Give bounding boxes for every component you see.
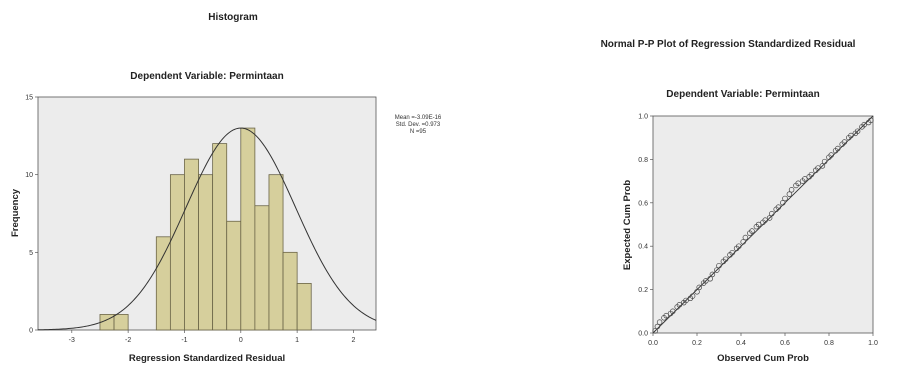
- histogram-x-tick-label: -2: [125, 337, 131, 344]
- histogram-x-tick-label: 0: [239, 337, 243, 344]
- histogram-bar: [212, 143, 228, 331]
- pp-x-tick-label: 0.4: [736, 340, 746, 347]
- pp-x-tick-label: 1.0: [868, 340, 878, 347]
- pp-point: [815, 165, 821, 171]
- pp-point: [696, 284, 702, 291]
- pp-x-axis-label: Observed Cum Prob: [717, 353, 809, 364]
- pp-x-tick-label: 0.6: [780, 340, 790, 347]
- pp-point: [835, 145, 841, 152]
- histogram-normal-curve: [37, 127, 377, 331]
- histogram-bar: [296, 282, 312, 331]
- pp-y-tick-label: 0.4: [638, 244, 648, 251]
- histogram-bar: [198, 174, 214, 331]
- pp-point: [819, 163, 826, 169]
- pp-point: [766, 215, 773, 221]
- pp-y-ticks: 0.0 0.2 0.4 0.6 0.8 1.0: [638, 114, 653, 338]
- pp-point: [694, 289, 700, 295]
- pp-point: [808, 171, 815, 178]
- pp-point: [802, 176, 808, 182]
- stats-n: N =95: [410, 129, 427, 135]
- pp-point: [663, 312, 669, 319]
- pp-x-ticks: 0.0 0.2 0.4 0.6 0.8 1.0: [648, 333, 878, 347]
- pp-point: [868, 117, 874, 124]
- pp-plot-subtitle: Dependent Variable: Permintaan: [666, 89, 819, 100]
- histogram-bars: [99, 127, 312, 331]
- pp-point: [689, 293, 696, 299]
- pp-point: [786, 191, 793, 197]
- pp-point: [788, 187, 795, 193]
- histogram-y-ticks: 0 5 10 15: [25, 95, 38, 335]
- pp-point: [654, 323, 661, 330]
- histogram-bar: [113, 314, 129, 331]
- pp-point: [848, 132, 854, 139]
- histogram-y-tick-label: 0: [29, 328, 33, 335]
- pp-point: [795, 180, 801, 187]
- pp-point: [782, 195, 788, 202]
- stats-std-dev: Std. Dev. =0.973: [396, 122, 441, 128]
- pp-point: [780, 200, 786, 206]
- histogram-stats: Mean =-3.09E-16 Std. Dev. =0.973 N =95: [395, 115, 442, 135]
- pp-point: [854, 128, 861, 134]
- histogram-x-tick-label: 2: [352, 337, 356, 344]
- pp-point: [755, 221, 762, 228]
- pp-point: [769, 210, 775, 217]
- pp-point: [742, 234, 749, 241]
- pp-point: [722, 256, 729, 262]
- histogram-y-tick-label: 15: [25, 95, 33, 102]
- pp-point: [775, 204, 782, 210]
- pp-point: [707, 276, 713, 282]
- pp-y-tick-label: 0.0: [638, 331, 648, 338]
- pp-point: [841, 139, 848, 145]
- pp-y-tick-label: 1.0: [638, 114, 648, 121]
- pp-point: [828, 152, 834, 158]
- pp-points: [652, 117, 874, 334]
- histogram-bar: [282, 251, 298, 331]
- pp-y-tick-label: 0.6: [638, 200, 648, 207]
- histogram-y-axis-label: Frequency: [10, 188, 21, 237]
- histogram-subtitle: Dependent Variable: Permintaan: [130, 71, 283, 82]
- histogram-x-axis-label: Regression Standardized Residual: [129, 353, 285, 364]
- pp-point: [740, 239, 746, 245]
- histogram-title: Histogram: [208, 12, 258, 23]
- pp-x-tick-label: 0.8: [824, 340, 834, 347]
- histogram-y-tick-label: 5: [29, 250, 33, 257]
- histogram-bar: [226, 220, 242, 331]
- pp-point: [762, 217, 768, 223]
- pp-point: [652, 328, 658, 334]
- pp-plot-chart: Normal P-P Plot of Regression Standardiz…: [601, 39, 878, 364]
- histogram-bar: [169, 174, 185, 331]
- pp-point: [716, 262, 722, 269]
- pp-point: [714, 267, 720, 273]
- pp-y-axis-label: Expected Cum Prob: [622, 180, 633, 270]
- pp-point: [676, 302, 683, 308]
- pp-point: [821, 158, 828, 165]
- histogram-bar: [155, 236, 171, 331]
- pp-y-tick-label: 0.2: [638, 287, 648, 294]
- histogram-bar: [254, 205, 270, 331]
- pp-point: [683, 297, 689, 304]
- pp-point: [709, 271, 716, 278]
- histogram-y-tick-label: 10: [25, 172, 33, 179]
- pp-point: [861, 121, 867, 128]
- pp-y-tick-label: 0.8: [638, 157, 648, 164]
- pp-point: [729, 249, 735, 256]
- histogram-bar: [268, 174, 284, 331]
- histogram-x-tick-label: -1: [181, 337, 187, 344]
- histogram-bar: [240, 127, 256, 331]
- stats-mean: Mean =-3.09E-16: [395, 115, 442, 121]
- pp-point: [703, 278, 709, 284]
- pp-point: [670, 308, 676, 315]
- pp-plot-title: Normal P-P Plot of Regression Standardiz…: [601, 39, 856, 50]
- histogram-x-ticks: -3 -2 -1 0 1 2: [69, 330, 356, 344]
- pp-x-tick-label: 0.0: [648, 340, 658, 347]
- pp-point: [736, 243, 742, 249]
- pp-point: [656, 319, 663, 325]
- histogram-x-tick-label: 1: [295, 337, 299, 344]
- pp-point: [749, 228, 755, 234]
- histogram-x-tick-label: -3: [69, 337, 75, 344]
- pp-x-tick-label: 0.2: [692, 340, 702, 347]
- histogram-chart: Histogram Dependent Variable: Permintaan…: [10, 12, 442, 364]
